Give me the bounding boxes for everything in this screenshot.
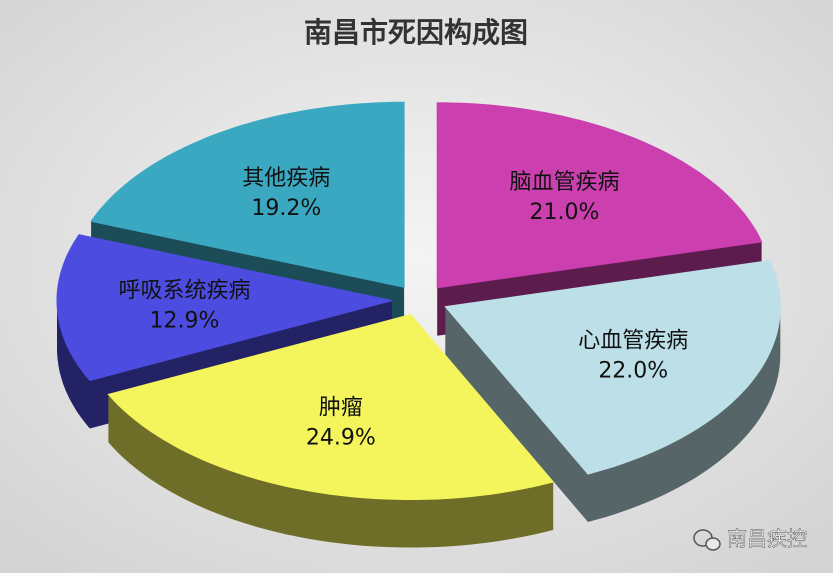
slice bbox=[56, 234, 393, 382]
slice bbox=[107, 314, 555, 500]
wechat-icon bbox=[705, 537, 721, 551]
slice-value-label: 19.2% bbox=[251, 196, 321, 221]
slice-value-label: 21.0% bbox=[530, 200, 600, 225]
slice-category-label: 心血管疾病 bbox=[578, 328, 688, 353]
slice-category-label: 肿瘤 bbox=[319, 396, 363, 421]
slice bbox=[436, 102, 763, 289]
watermark-text: 南昌疾控 bbox=[727, 527, 807, 551]
slice-category-label: 呼吸系统疾病 bbox=[118, 278, 250, 303]
slice-category-label: 其他疾病 bbox=[242, 166, 330, 191]
pie: 脑血管疾病 21.0% 心血管疾病 22.0% 肿瘤 24.9% 呼吸系统疾病 12.9% 其他… bbox=[56, 101, 781, 548]
slice-value-label: 24.9% bbox=[306, 426, 376, 451]
slice-value-label: 12.9% bbox=[150, 308, 220, 333]
slice-value-label: 22.0% bbox=[598, 358, 668, 383]
chart-title: 南昌市死因构成图 bbox=[304, 16, 528, 49]
slice bbox=[90, 101, 405, 288]
slice-category-label: 脑血管疾病 bbox=[509, 170, 619, 195]
slice bbox=[444, 260, 781, 475]
watermark: 南昌疾控 bbox=[693, 526, 807, 551]
